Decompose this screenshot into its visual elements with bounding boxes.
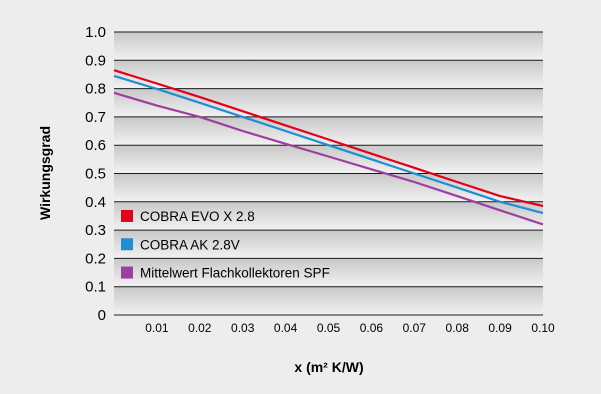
y-tick-label: 0.7 — [85, 109, 106, 126]
legend-swatch — [121, 238, 133, 251]
y-tick-label: 0.6 — [85, 137, 106, 154]
legend-label: Mittelwert Flachkollektoren SPF — [140, 266, 330, 281]
y-tick-label: 1.0 — [85, 24, 106, 41]
y-tick-label: 0.9 — [85, 52, 106, 69]
background-band — [114, 230, 543, 259]
x-tick-label: 0.06 — [360, 321, 384, 335]
series-lines — [113, 69, 544, 226]
y-axis-title: Wirkungsgrad — [37, 126, 53, 220]
background-band — [114, 258, 543, 287]
x-tick-label: 0.01 — [145, 321, 169, 335]
legend: COBRA EVO X 2.8 COBRA AK 2.8V Mittelwert F… — [121, 209, 330, 281]
x-tick-label: 0.07 — [403, 321, 427, 335]
legend-swatch — [121, 209, 133, 222]
x-axis-ticks: 0.01 0.02 0.03 0.04 0.05 0.06 0.07 0.08 0.09 0.10 — [145, 321, 555, 335]
background-band — [114, 145, 543, 174]
x-tick-label: 0.03 — [231, 321, 255, 335]
y-tick-label: 0.8 — [85, 81, 106, 98]
y-tick-label: 0.5 — [85, 166, 106, 183]
y-tick-label: 0.1 — [85, 279, 106, 296]
x-tick-label: 0.02 — [188, 321, 212, 335]
x-tick-label: 0.08 — [446, 321, 470, 335]
series-line — [113, 91, 544, 226]
series-line — [113, 69, 544, 208]
x-tick-label: 0.09 — [488, 321, 512, 335]
background-band — [114, 201, 543, 231]
background-band — [114, 88, 543, 117]
background-band — [114, 60, 543, 89]
y-tick-label: 0.3 — [85, 222, 106, 239]
x-axis-title: x (m² K/W) — [294, 359, 363, 375]
y-tick-label: 0.2 — [85, 250, 106, 267]
x-tick-label: 0.04 — [274, 321, 298, 335]
y-tick-label: 0.4 — [85, 194, 106, 211]
background-band — [114, 286, 543, 315]
x-tick-label: 0.05 — [317, 321, 341, 335]
x-tick-label: 0.10 — [531, 321, 555, 335]
y-axis-ticks: 0 0.1 0.2 0.3 0.4 0.5 0.6 0.7 0.8 0.9 1.0 — [85, 24, 106, 324]
background-band — [114, 116, 543, 146]
background-band — [114, 173, 543, 202]
legend-label: COBRA EVO X 2.8 — [140, 209, 255, 224]
series-line — [113, 74, 544, 215]
legend-label: COBRA AK 2.8V — [140, 237, 240, 252]
legend-swatch — [121, 266, 133, 279]
background-band — [114, 32, 543, 61]
y-tick-label: 0 — [98, 307, 106, 324]
